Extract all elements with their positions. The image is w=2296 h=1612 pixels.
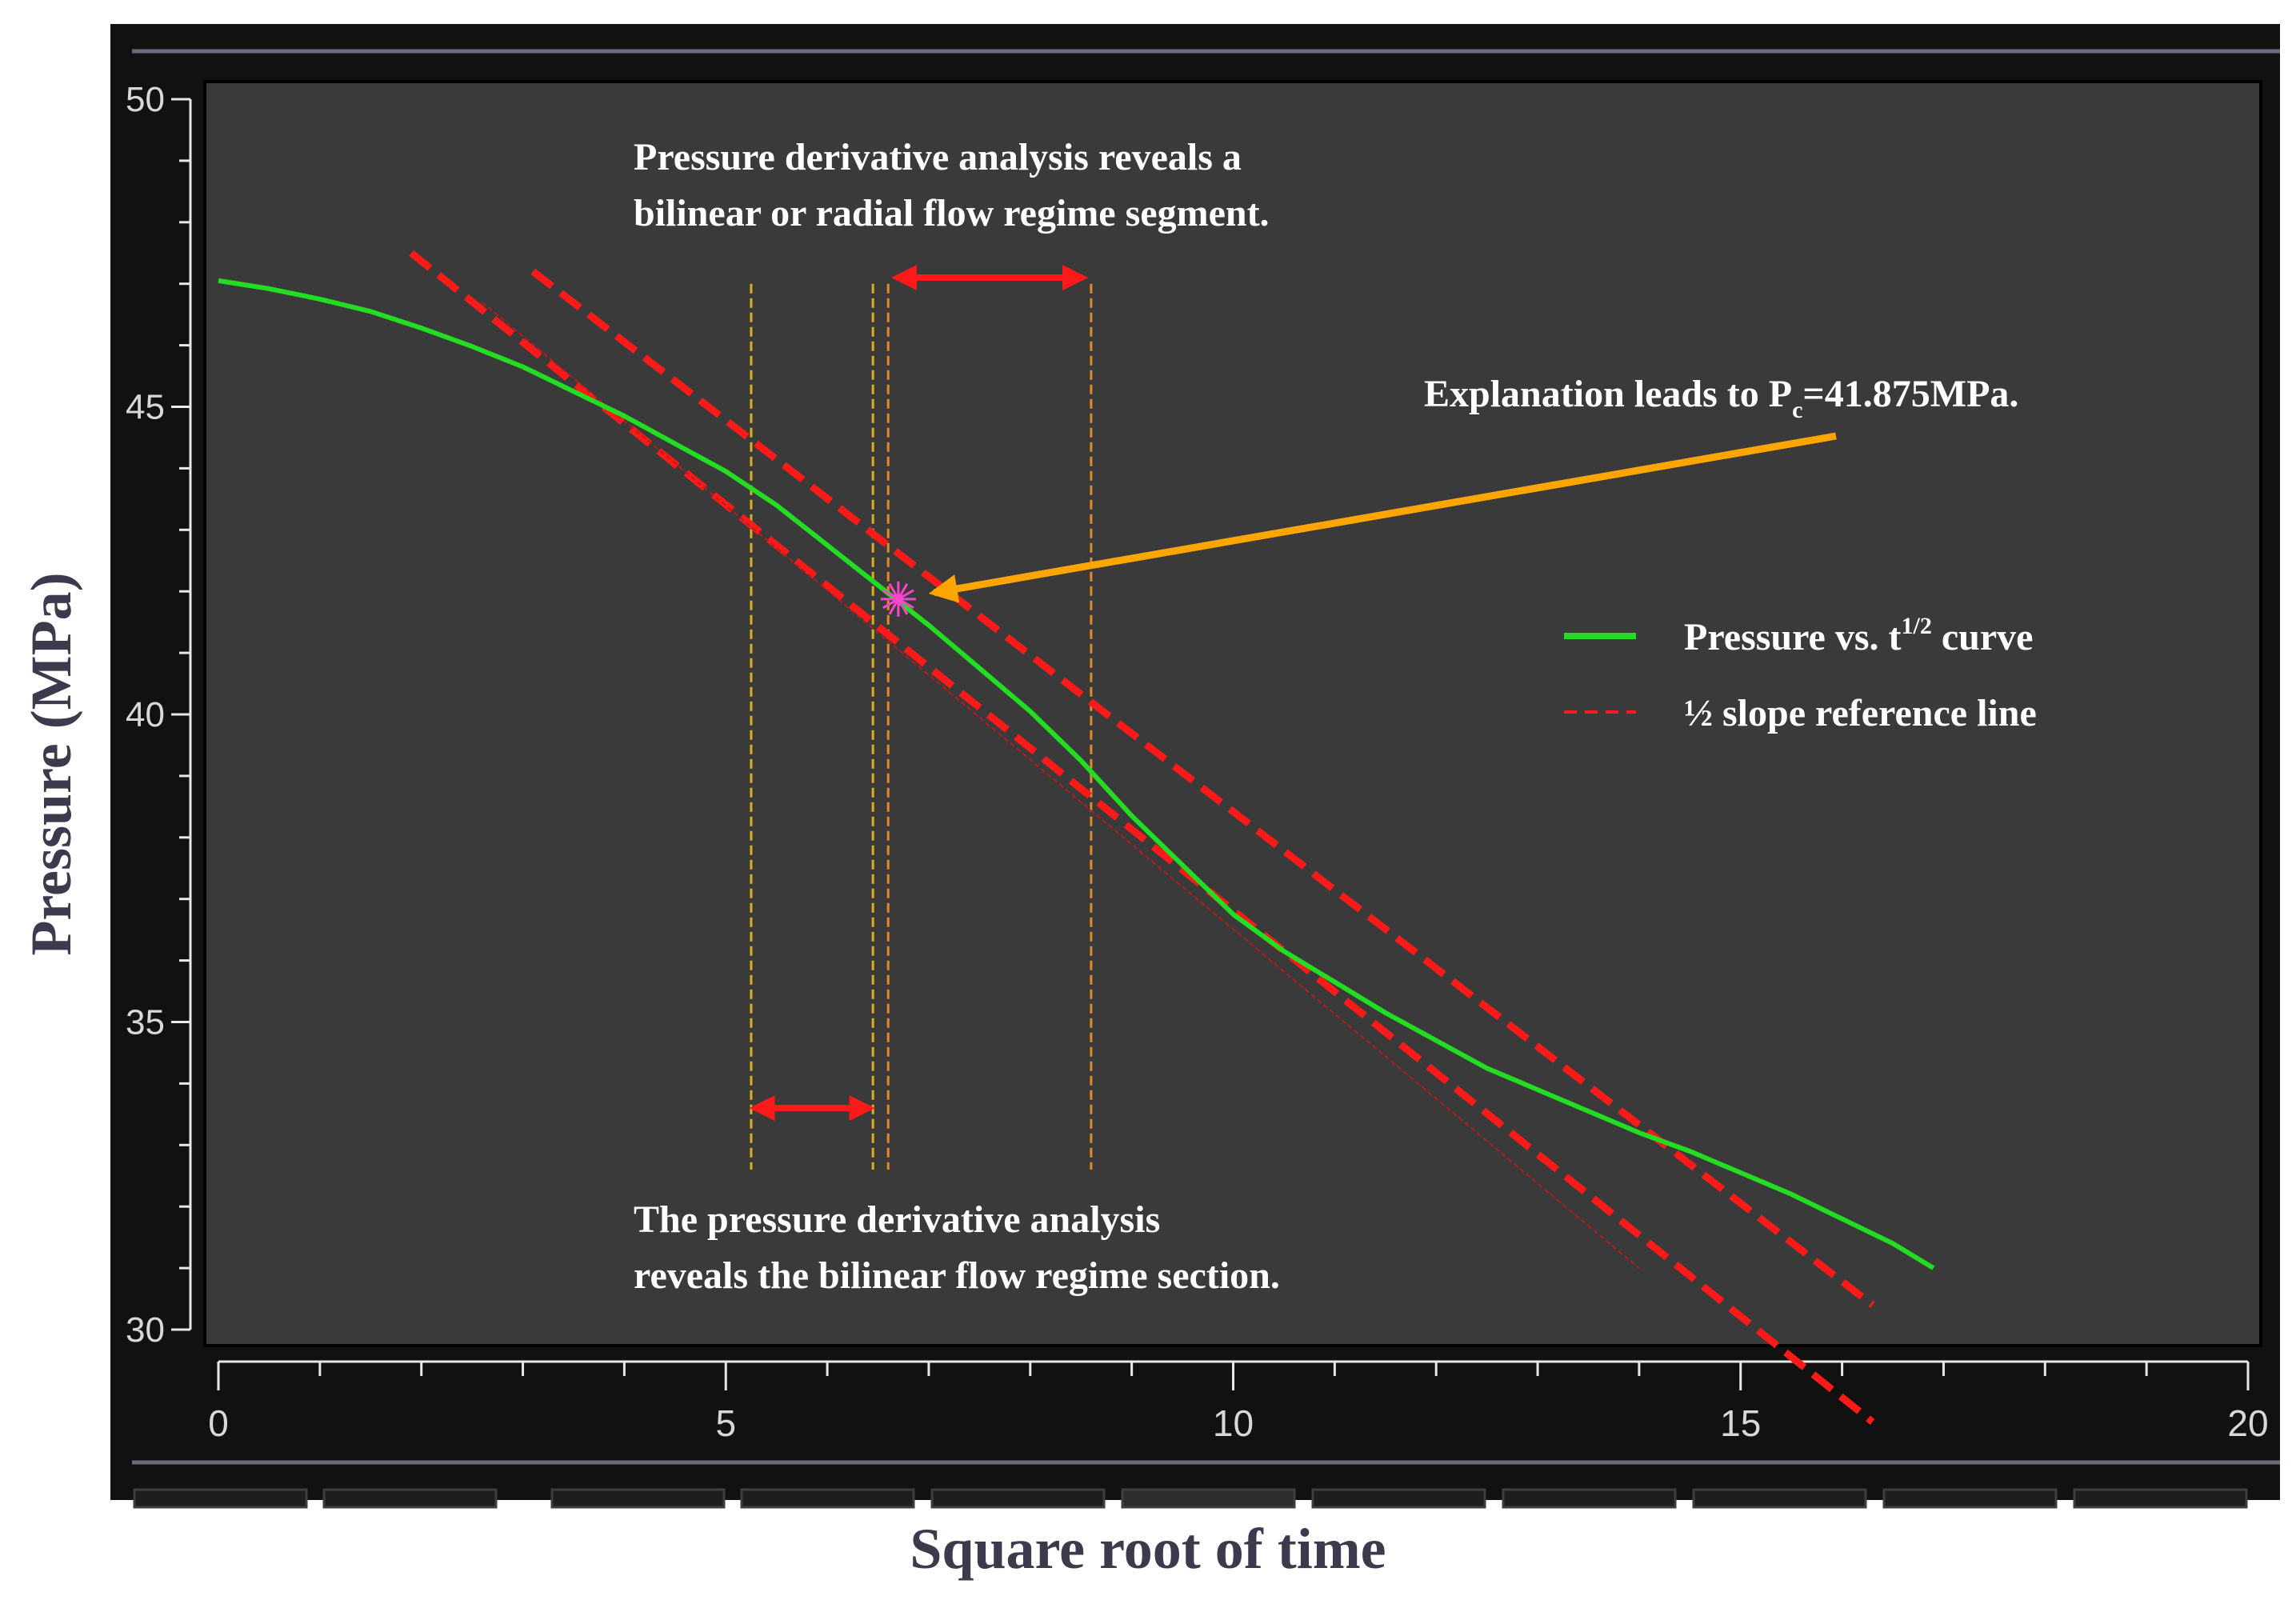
y-tick-label: 35 (126, 1003, 165, 1042)
x-axis-title: Square root of time (910, 1517, 1386, 1581)
y-tick-label: 30 (126, 1310, 165, 1350)
y-tick-label: 45 (126, 388, 165, 427)
legend-label-pressure: Pressure vs. t1/2 curve (1684, 613, 2033, 658)
x-tick-label: 10 (1213, 1402, 1254, 1444)
y-tick-label: 50 (126, 80, 165, 119)
pressure-curve (218, 278, 1935, 1270)
half-slope-reference-line (530, 268, 1875, 1308)
x-tick-label: 5 (715, 1402, 736, 1444)
y-tick-label: 40 (126, 695, 165, 734)
tab-strip (133, 1488, 2248, 1509)
bottom-annotation-line2: reveals the bilinear flow regime section… (634, 1254, 1280, 1297)
intersection-marker (880, 581, 916, 617)
explanation-label: Explanation leads to Pc=41.875MPa. (1424, 373, 2018, 423)
bottom-annotation-line1: The pressure derivative analysis (634, 1198, 1160, 1241)
thin-reference-line (482, 302, 1640, 1269)
x-tick-label: 15 (1720, 1402, 1761, 1444)
x-tick-label: 0 (208, 1402, 229, 1444)
plot-area (203, 80, 2262, 1347)
legend-label-reference: ½ slope reference line (1684, 692, 2037, 734)
x-tick-label: 20 (2227, 1402, 2268, 1444)
top-annotation-line1: Pressure derivative analysis reveals a (634, 136, 1242, 178)
y-axis-title: Pressure (MPa) (19, 572, 83, 955)
half-slope-reference-line (409, 250, 1875, 1425)
explanation-arrow (928, 432, 1837, 603)
top-annotation-line2: bilinear or radial flow regime segment. (634, 192, 1270, 234)
